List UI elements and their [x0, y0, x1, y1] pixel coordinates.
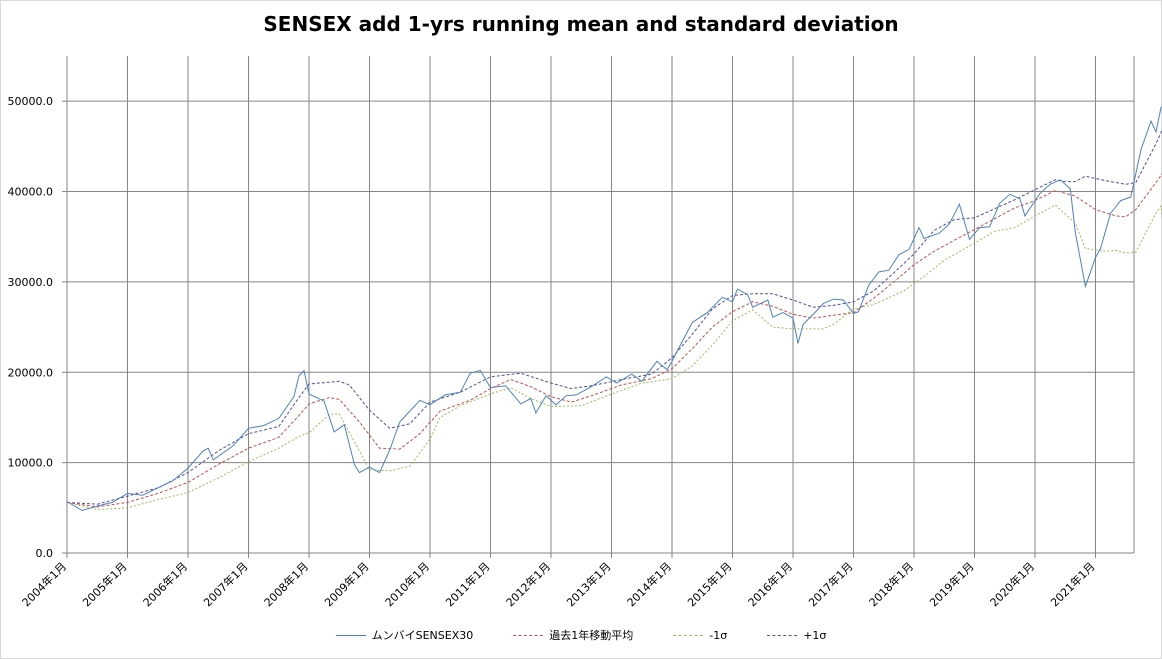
x-tick-label: 2008年1月	[261, 559, 311, 609]
legend-label: 過去1年移動平均	[549, 629, 634, 642]
legend-item: +1σ	[767, 627, 826, 643]
legend-swatch	[513, 634, 544, 636]
legend-swatch	[767, 634, 798, 636]
x-tick-label: 2021年1月	[1047, 559, 1097, 609]
y-tick-label: 0.0	[36, 547, 54, 560]
x-tick-label: 2020年1月	[987, 559, 1037, 609]
x-tick-label: 2015年1月	[684, 559, 734, 609]
legend-item: -1σ	[673, 627, 727, 643]
legend-label: +1σ	[803, 628, 827, 642]
series-line	[66, 129, 1162, 505]
y-tick-label: 30000.0	[8, 276, 54, 289]
legend-swatch	[335, 634, 366, 636]
y-tick-label: 50000.0	[8, 95, 54, 108]
legend-item: ムンバイSENSEX30	[335, 627, 474, 643]
x-tick-label: 2011年1月	[442, 559, 492, 609]
y-axis: 0.0 10000.0 20000.0 30000.0 40000.0 50000.0	[8, 56, 68, 560]
x-tick-label: 2014年1月	[624, 559, 674, 609]
legend-item: 過去1年移動平均	[513, 627, 633, 643]
x-axis: 2004年1月 2005年1月 2006年1月 2007年1月 2008年1月 2009年…	[19, 552, 1134, 609]
y-tick-label: 20000.0	[8, 366, 54, 379]
legend-swatch	[673, 634, 704, 636]
series-line	[66, 173, 1162, 508]
y-tick-label: 40000.0	[8, 186, 54, 199]
x-tick-label: 2013年1月	[563, 559, 613, 609]
series-lines	[66, 106, 1162, 512]
x-tick-label: 2004年1月	[19, 559, 69, 609]
legend-label: ムンバイSENSEX30	[371, 629, 474, 642]
y-tick-label: 10000.0	[8, 457, 54, 470]
x-tick-label: 2007年1月	[200, 559, 250, 609]
x-tick-label: 2010年1月	[382, 559, 432, 609]
legend: ムンバイSENSEX30 過去1年移動平均 -1σ +1σ	[0, 627, 1162, 643]
x-tick-label: 2006年1月	[140, 559, 190, 609]
chart-title: SENSEX add 1-yrs running mean and standa…	[263, 12, 899, 36]
x-tick-label: 2005年1月	[79, 559, 129, 609]
grid-lines	[66, 56, 1135, 554]
x-tick-label: 2019年1月	[926, 559, 976, 609]
x-tick-label: 2018年1月	[866, 559, 916, 609]
x-tick-label: 2012年1月	[503, 559, 553, 609]
x-tick-label: 2016年1月	[745, 559, 795, 609]
x-tick-label: 2017年1月	[805, 559, 855, 609]
x-tick-label: 2009年1月	[321, 559, 371, 609]
series-line	[66, 106, 1162, 512]
series-line	[66, 204, 1162, 511]
legend-label: -1σ	[709, 628, 728, 642]
